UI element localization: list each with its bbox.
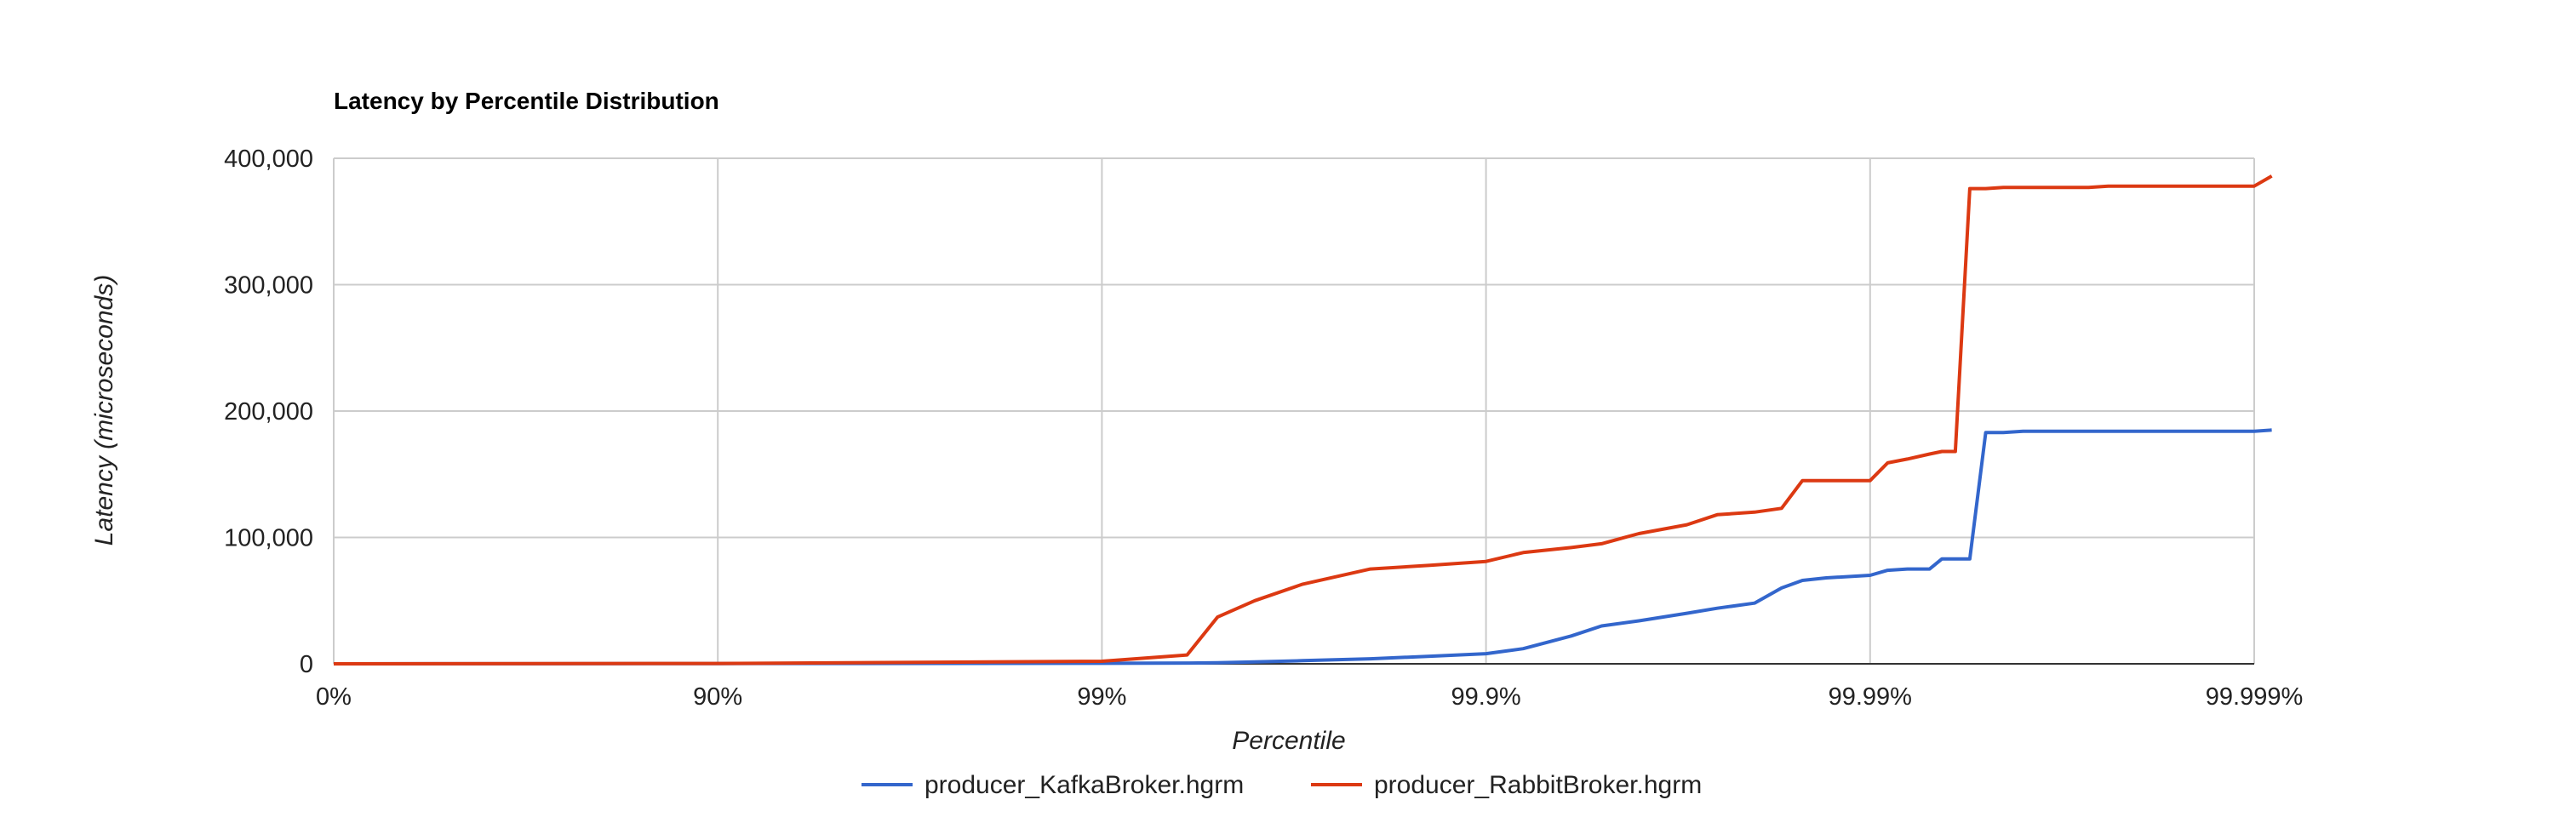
legend-label: producer_RabbitBroker.hgrm [1374, 771, 1702, 799]
x-tick-label: 99.999% [2206, 683, 2304, 711]
x-tick-label: 0% [316, 683, 352, 711]
y-tick-label: 400,000 [224, 146, 313, 173]
x-tick-label: 99% [1077, 683, 1126, 711]
y-tick-label: 300,000 [224, 272, 313, 300]
y-tick-label: 200,000 [224, 398, 313, 426]
legend-label: producer_KafkaBroker.hgrm [924, 771, 1244, 799]
legend: producer_KafkaBroker.hgrm producer_Rabbit… [862, 771, 1702, 799]
y-tick-label: 100,000 [224, 525, 313, 552]
x-tick-label: 99.99% [1829, 683, 1912, 711]
x-tick-label: 99.9% [1451, 683, 1520, 711]
series-line-producer_KafkaBroker.hgrm [333, 428, 2272, 666]
x-axis-ticks: 0% 90% 99% 99.9% 99.99% 99.999% [316, 683, 2303, 711]
y-tick-label: 0 [300, 651, 313, 678]
series-lines [333, 174, 2273, 666]
x-tick-label: 90% [693, 683, 742, 711]
y-axis-ticks: 0 100,000 200,000 300,000 400,000 [224, 146, 313, 678]
chart-title: Latency by Percentile Distribution [334, 88, 719, 114]
x-axis-label: Percentile [1232, 727, 1345, 755]
y-axis-label: Latency (microseconds) [90, 275, 118, 546]
series-line-producer_RabbitBroker.hgrm [333, 174, 2273, 666]
